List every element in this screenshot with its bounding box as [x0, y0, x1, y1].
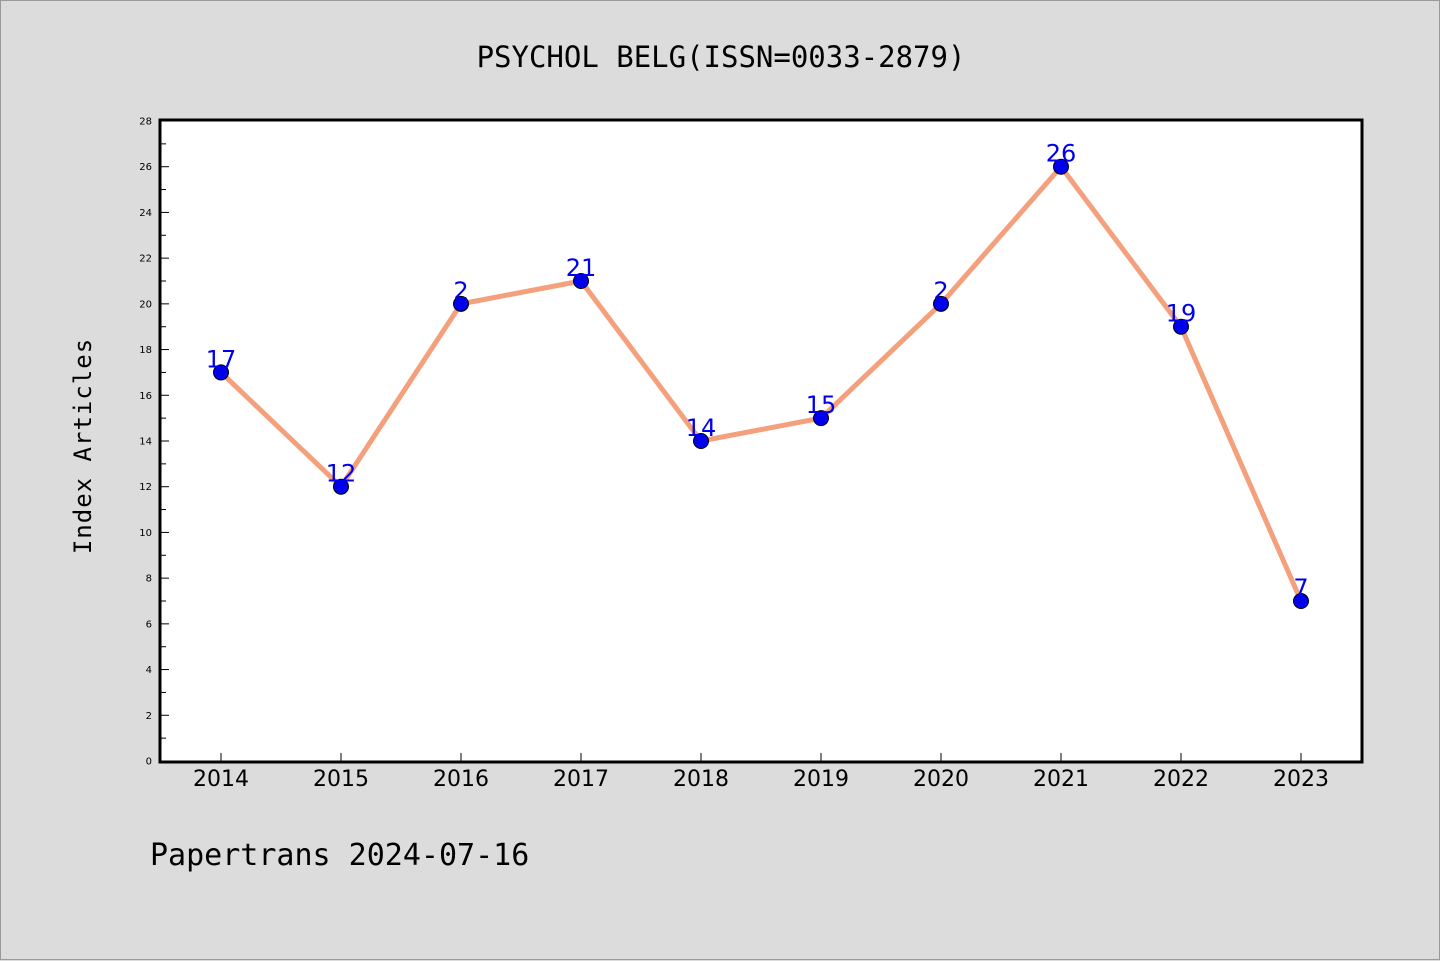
y-tick-label: 18 [139, 345, 152, 356]
data-label: 2 [933, 277, 948, 305]
y-tick-label: 16 [139, 391, 152, 402]
data-label: 14 [686, 414, 717, 442]
footer-text: Papertrans 2024-07-16 [150, 838, 529, 873]
data-label: 21 [566, 254, 597, 282]
y-tick-label: 4 [146, 665, 152, 676]
data-label: 7 [1293, 574, 1308, 602]
x-tick-label: 2017 [553, 767, 609, 792]
data-label: 2 [453, 277, 468, 305]
y-tick-label: 6 [146, 619, 152, 630]
data-label: 26 [1046, 140, 1077, 168]
data-label: 17 [206, 345, 237, 373]
x-tick-label: 2023 [1273, 767, 1329, 792]
x-tick-label: 2020 [913, 767, 969, 792]
data-labels: 17 12 2 21 14 15 2 26 19 7 [206, 140, 1309, 602]
data-label: 15 [806, 391, 837, 419]
data-point [1293, 593, 1309, 609]
y-tick-label: 14 [139, 437, 152, 448]
chart-title: PSYCHOL BELG(ISSN=0033-2879) [477, 40, 966, 74]
data-point [573, 273, 589, 289]
series-line [218, 164, 1304, 604]
data-point [933, 295, 949, 312]
y-tick-label: 22 [139, 254, 152, 265]
data-point [1173, 318, 1189, 335]
x-tick-label: 2022 [1153, 767, 1209, 792]
x-tick-label: 2014 [193, 767, 249, 792]
data-point [453, 295, 469, 312]
y-tick-label: 2 [146, 711, 152, 722]
plot-area [158, 118, 1364, 764]
data-label: 19 [1166, 300, 1197, 328]
data-point [813, 410, 829, 427]
y-tick-label: 8 [146, 574, 152, 585]
data-label: 12 [326, 460, 357, 488]
y-tick-label: 26 [139, 162, 152, 173]
data-point [333, 478, 349, 495]
data-point [693, 433, 709, 449]
y-tick-label: 24 [139, 208, 152, 219]
x-tick-label: 2016 [433, 767, 489, 792]
y-tick-label: 12 [139, 482, 152, 493]
y-tick-label: 0 [146, 757, 152, 768]
x-tick-label: 2019 [793, 767, 849, 792]
series-line-group [213, 158, 1309, 609]
x-tick-label: 2021 [1033, 767, 1089, 792]
data-point [1053, 158, 1069, 175]
y-tick-label: 28 [139, 117, 152, 128]
y-axis-label: Index Articles [69, 338, 97, 554]
x-axis: 2014 2015 2016 2017 2018 2019 2020 2021 2022 2023 [193, 753, 1329, 792]
x-tick-label: 2018 [673, 767, 729, 792]
data-point [213, 364, 229, 381]
y-tick-label: 10 [139, 528, 152, 539]
x-tick-label: 2015 [313, 767, 369, 792]
y-tick-label: 20 [139, 299, 152, 310]
